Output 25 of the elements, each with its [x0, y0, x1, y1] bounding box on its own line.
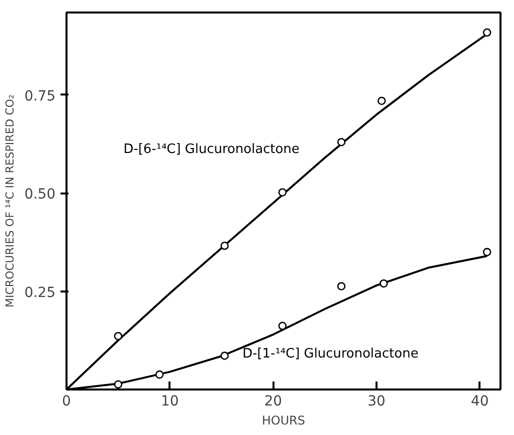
point	[114, 380, 122, 389]
x-tick-label: 40	[470, 394, 489, 410]
series-label: D-[1-¹⁴C] Glucuronolactone	[242, 346, 418, 362]
x-tick-label: 30	[368, 394, 386, 410]
text: D-[6-¹⁴C] Glucuronolactone	[123, 142, 300, 157]
point	[482, 248, 492, 256]
point	[482, 28, 492, 37]
point	[220, 242, 229, 250]
x-tick-label: 0	[62, 394, 71, 410]
x-tick-label: 20	[264, 394, 282, 410]
point	[278, 188, 287, 197]
y-axis-title: MICROCURIES OF ¹⁴C IN RESPIRED CO₂	[3, 94, 16, 308]
y-tick-label: 0.75	[24, 88, 56, 104]
point	[337, 282, 346, 290]
x-tick-label: 10	[160, 394, 179, 410]
point	[278, 322, 287, 330]
point	[378, 96, 386, 105]
point	[114, 332, 122, 340]
point	[337, 138, 346, 146]
point	[155, 370, 164, 379]
point	[220, 352, 229, 360]
y-tick-label: 0.50	[24, 186, 56, 203]
x-axis-title: HOURS	[262, 414, 306, 428]
y-tick-label: 0.25	[24, 284, 56, 301]
point	[380, 279, 388, 288]
